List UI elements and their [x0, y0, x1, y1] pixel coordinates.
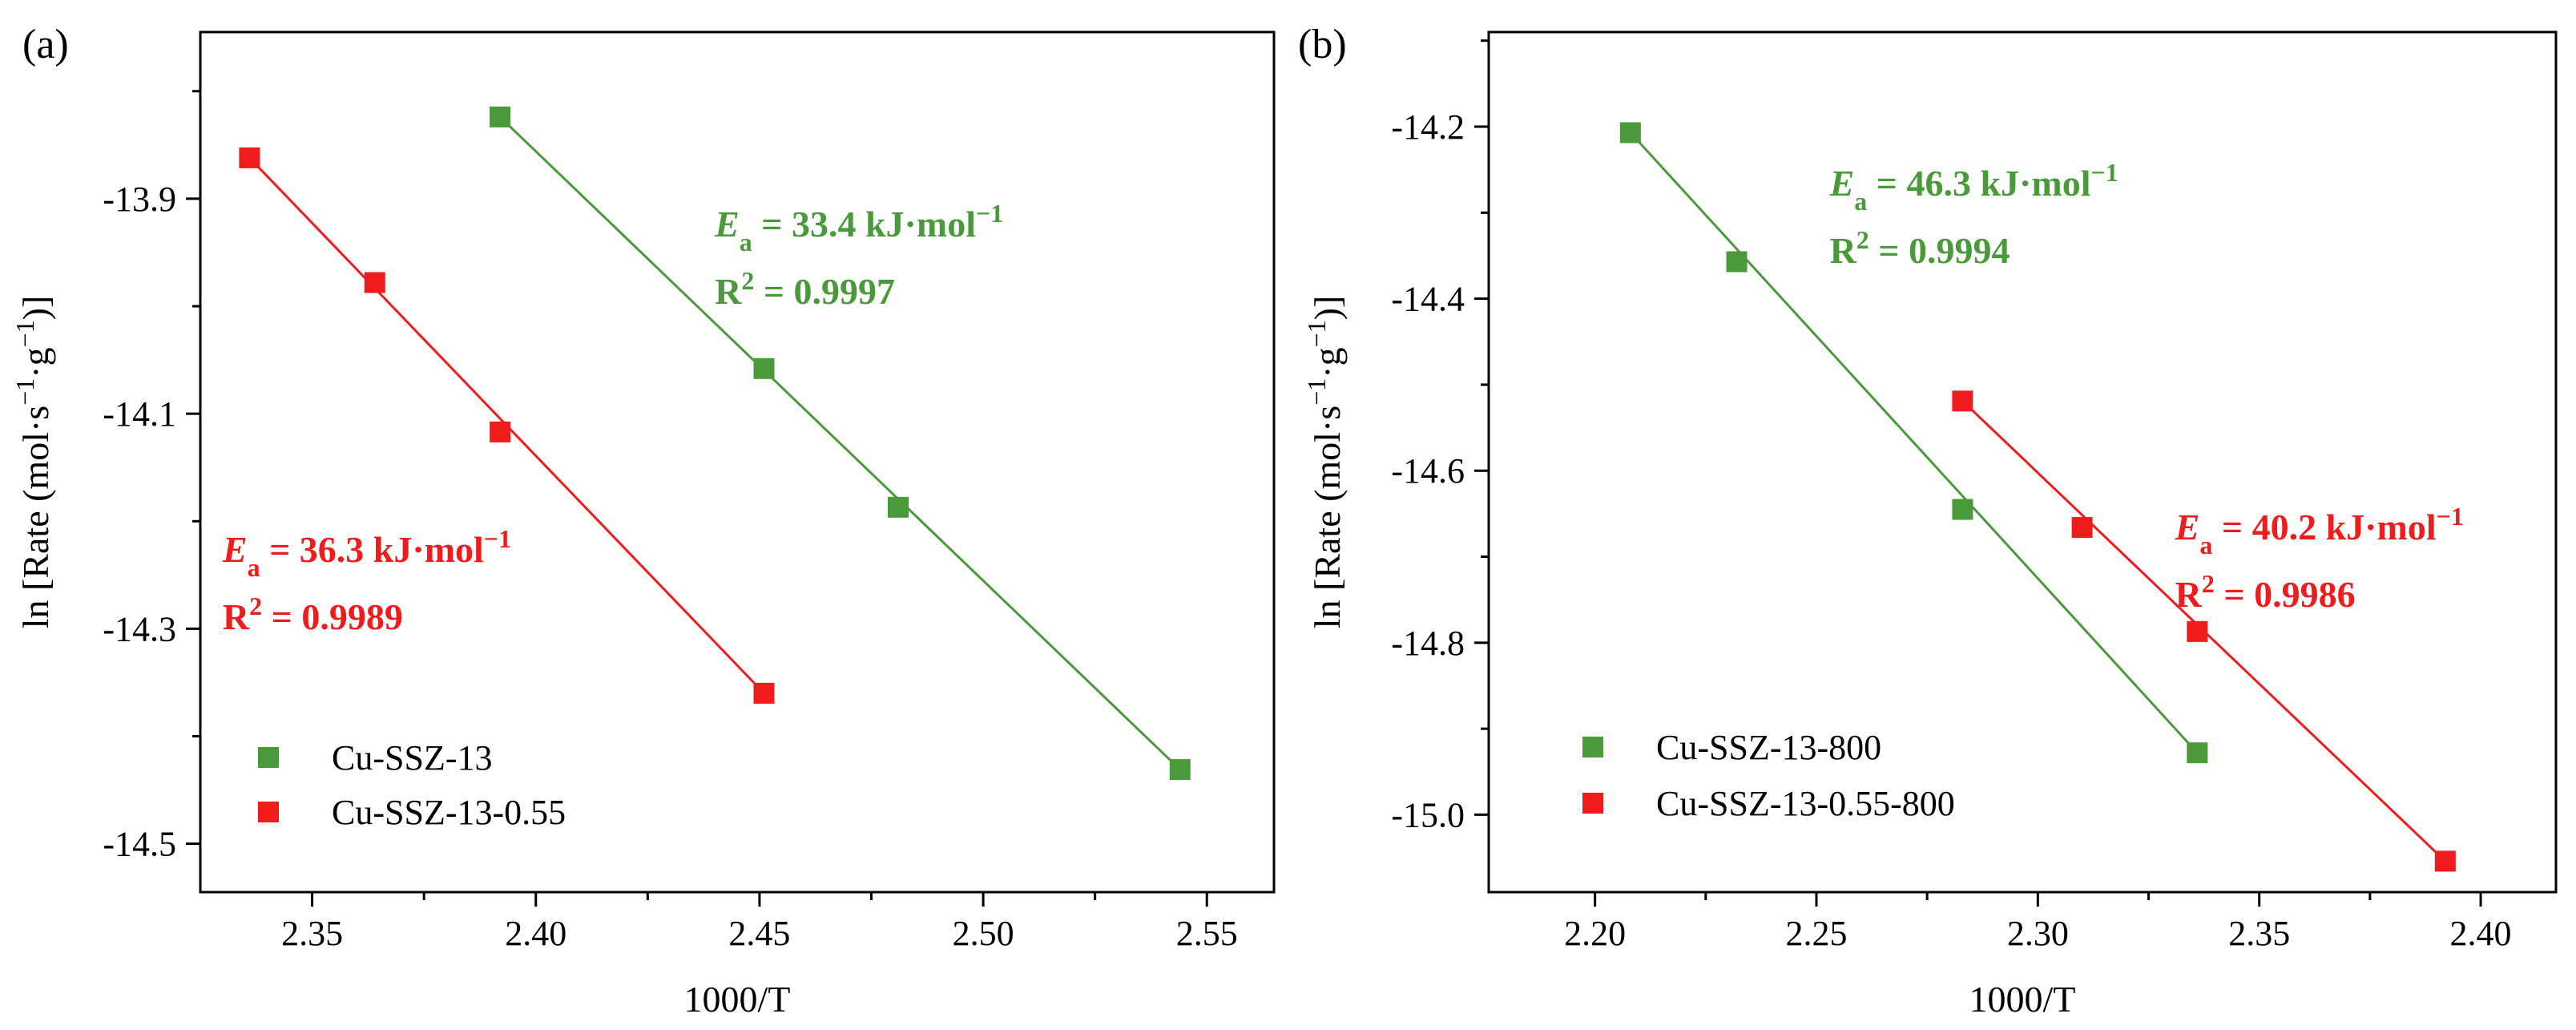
data-point: [753, 682, 775, 704]
x-tick-label: 2.35: [281, 914, 343, 953]
series-Cu-SSZ-13-0.55: Ea = 36.3 kJ·mol−1 R2 = 0.9989: [222, 147, 775, 704]
y-tick-label: -14.4: [1391, 280, 1465, 319]
series-Cu-SSZ-13-800: Ea = 46.3 kJ·mol−1 R2 = 0.9994: [1619, 122, 2208, 764]
data-point: [1619, 122, 1641, 143]
r-squared-label: R2 = 0.9989: [223, 592, 403, 637]
x-tick-label: 2.25: [1785, 914, 1847, 953]
plot-frame: [199, 30, 1276, 894]
activation-energy-label: Ea = 33.4 kJ·mol−1: [714, 199, 1003, 256]
x-tick-label: 2.50: [953, 914, 1014, 953]
y-tick-label: -15.0: [1391, 795, 1465, 834]
y-tick-label: -14.6: [1391, 451, 1465, 491]
data-point: [2187, 620, 2208, 642]
y-tick-label: -14.2: [1391, 107, 1465, 147]
data-point: [1169, 759, 1191, 781]
data-point: [2434, 850, 2456, 872]
activation-energy-label: Ea = 36.3 kJ·mol−1: [222, 524, 511, 582]
y-tick-label: -14.5: [103, 825, 176, 864]
x-tick-label: 2.45: [728, 914, 790, 953]
x-axis-label: 1000/T: [1969, 979, 2076, 1020]
data-point: [1726, 251, 1748, 273]
data-point: [490, 106, 511, 127]
legend-label: Cu-SSZ-13: [332, 738, 492, 778]
legend-marker: [1582, 737, 1603, 757]
data-point: [490, 421, 511, 442]
legend-label: Cu-SSZ-13-0.55-800: [1656, 784, 1955, 823]
series-Cu-SSZ-13-0.55-800: Ea = 40.2 kJ·mol−1 R2 = 0.9986: [1952, 390, 2464, 872]
data-point: [1952, 390, 1973, 412]
x-tick-label: 2.55: [1176, 914, 1238, 953]
series-Cu-SSZ-13: Ea = 33.4 kJ·mol−1 R2 = 0.9997: [490, 106, 1191, 781]
data-point: [2187, 742, 2208, 764]
x-tick-label: 2.20: [1564, 914, 1626, 953]
legend-marker: [1582, 793, 1603, 814]
x-tick-label: 2.40: [505, 914, 566, 953]
x-tick-label: 2.35: [2228, 914, 2290, 953]
y-axis-label: ln [Rate (mol·s−1·g−1)]: [1302, 296, 1348, 629]
x-tick-label: 2.40: [2450, 914, 2512, 953]
y-tick-label: -14.3: [103, 609, 176, 648]
legend-label: Cu-SSZ-13-800: [1656, 728, 1881, 767]
x-axis-label: 1000/T: [684, 979, 791, 1020]
y-tick-label: -14.1: [103, 394, 176, 434]
data-point: [364, 272, 385, 293]
chart-panel-2: (b) 2.20 2.25 2.30 2.35 2.40 -14.2 -14.4 -14.6 -1…: [1298, 22, 2558, 1020]
y-tick-label: -14.8: [1391, 624, 1465, 663]
data-point: [888, 496, 909, 518]
legend-marker: [258, 802, 279, 822]
fit-line: [1629, 131, 2199, 754]
r-squared-label: R2 = 0.9994: [1830, 225, 2010, 271]
fit-line: [499, 115, 1181, 771]
activation-energy-label: Ea = 40.2 kJ·mol−1: [2175, 502, 2464, 559]
activation-energy-label: Ea = 46.3 kJ·mol−1: [1829, 158, 2118, 216]
data-point: [1952, 499, 1973, 520]
panel-label: (a): [22, 22, 69, 67]
legend-marker: [258, 747, 279, 768]
data-point: [2071, 517, 2093, 539]
data-point: [239, 147, 260, 168]
y-axis-label: ln [Rate (mol·s−1·g−1)]: [10, 296, 56, 629]
r-squared-label: R2 = 0.9986: [2175, 569, 2356, 615]
data-point: [753, 357, 775, 379]
chart-panel-1: (a) 2.35 2.40 2.45 2.50 2.55 -13.9 -14.1 -14.3 -1…: [10, 22, 1276, 1020]
plot-frame: [1487, 30, 2558, 894]
panel-label: (b): [1298, 22, 1347, 67]
y-tick-label: -13.9: [103, 180, 176, 219]
x-tick-label: 2.30: [2007, 914, 2069, 953]
r-squared-label: R2 = 0.9997: [715, 266, 895, 312]
legend-label: Cu-SSZ-13-0.55: [332, 793, 566, 832]
